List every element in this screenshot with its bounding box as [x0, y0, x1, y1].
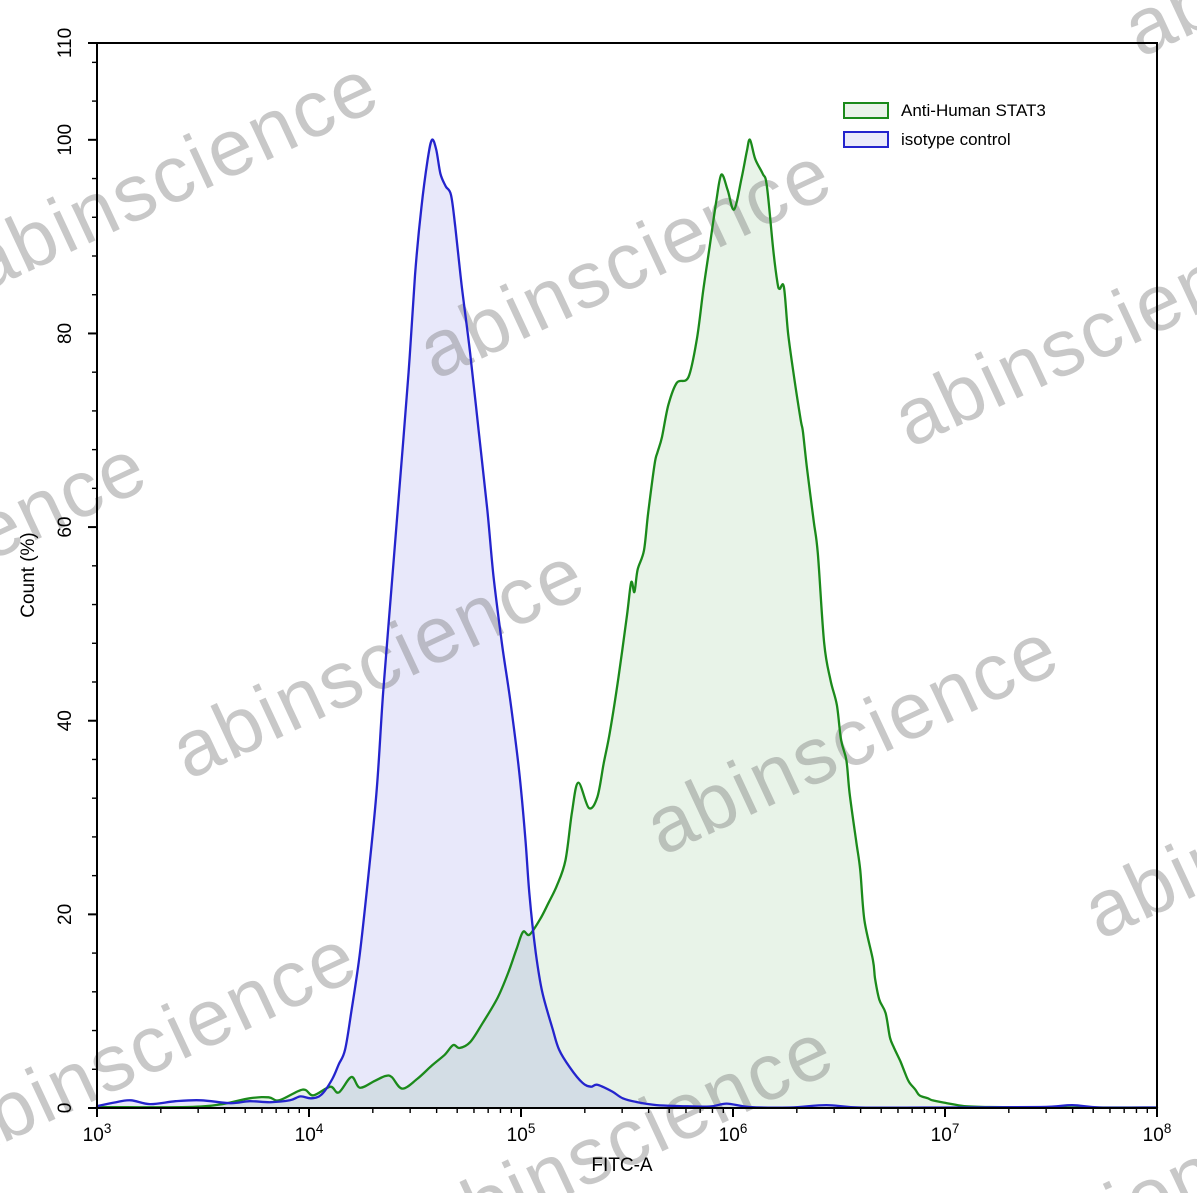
- x-tick-label: 108: [1143, 1121, 1172, 1146]
- watermark-text: abinscience: [0, 910, 371, 1179]
- legend-label-isotype-control: isotype control: [901, 130, 1011, 149]
- curve-fill-0: [97, 139, 1157, 1108]
- curve-line-0: [95, 138, 1159, 1109]
- y-tick-label: 20: [55, 904, 76, 925]
- legend-item-isotype-control: isotype control: [843, 131, 1046, 148]
- watermark-text: abinscience: [0, 40, 393, 309]
- watermark-text: abinscience: [1069, 687, 1197, 956]
- y-tick-label: 0: [55, 1103, 76, 1114]
- x-tick-label: 104: [295, 1121, 324, 1146]
- watermark-text: abinscience: [404, 127, 846, 396]
- y-axis-title: Count (%): [18, 532, 39, 618]
- y-tick-label: 40: [55, 710, 76, 731]
- plot-box-spines: [96, 42, 1158, 1109]
- x-axis-title: FITC-A: [591, 1155, 653, 1176]
- watermark-text: abinscience: [879, 195, 1197, 464]
- watermark-text: abinscience: [871, 1087, 1197, 1193]
- watermark-text: abinscience: [0, 420, 161, 689]
- curve-fill-1: [97, 139, 1157, 1108]
- legend-label-anti-human-stat3: Anti-Human STAT3: [901, 101, 1046, 120]
- x-tick-label: 106: [719, 1121, 748, 1146]
- y-tick-label: 100: [55, 124, 76, 156]
- legend-item-anti-human-stat3: Anti-Human STAT3: [843, 102, 1046, 119]
- curve-line-1: [95, 138, 1159, 1109]
- y-tick-label: 80: [55, 323, 76, 344]
- y-tick-label: 60: [55, 517, 76, 538]
- watermark-text: abinscience: [157, 527, 599, 796]
- x-tick-label: 103: [83, 1121, 112, 1146]
- legend-swatch-green: [843, 102, 889, 119]
- legend-swatch-blue: [843, 131, 889, 148]
- watermark-text: abinscience: [1109, 0, 1197, 76]
- legend: Anti-Human STAT3 isotype control: [843, 102, 1046, 148]
- watermark-text: abinscience: [406, 1003, 848, 1193]
- watermark-text: abinscience: [631, 603, 1073, 872]
- x-tick-label: 105: [507, 1121, 536, 1146]
- y-tick-label: 110: [55, 28, 76, 58]
- x-tick-label: 107: [931, 1121, 960, 1146]
